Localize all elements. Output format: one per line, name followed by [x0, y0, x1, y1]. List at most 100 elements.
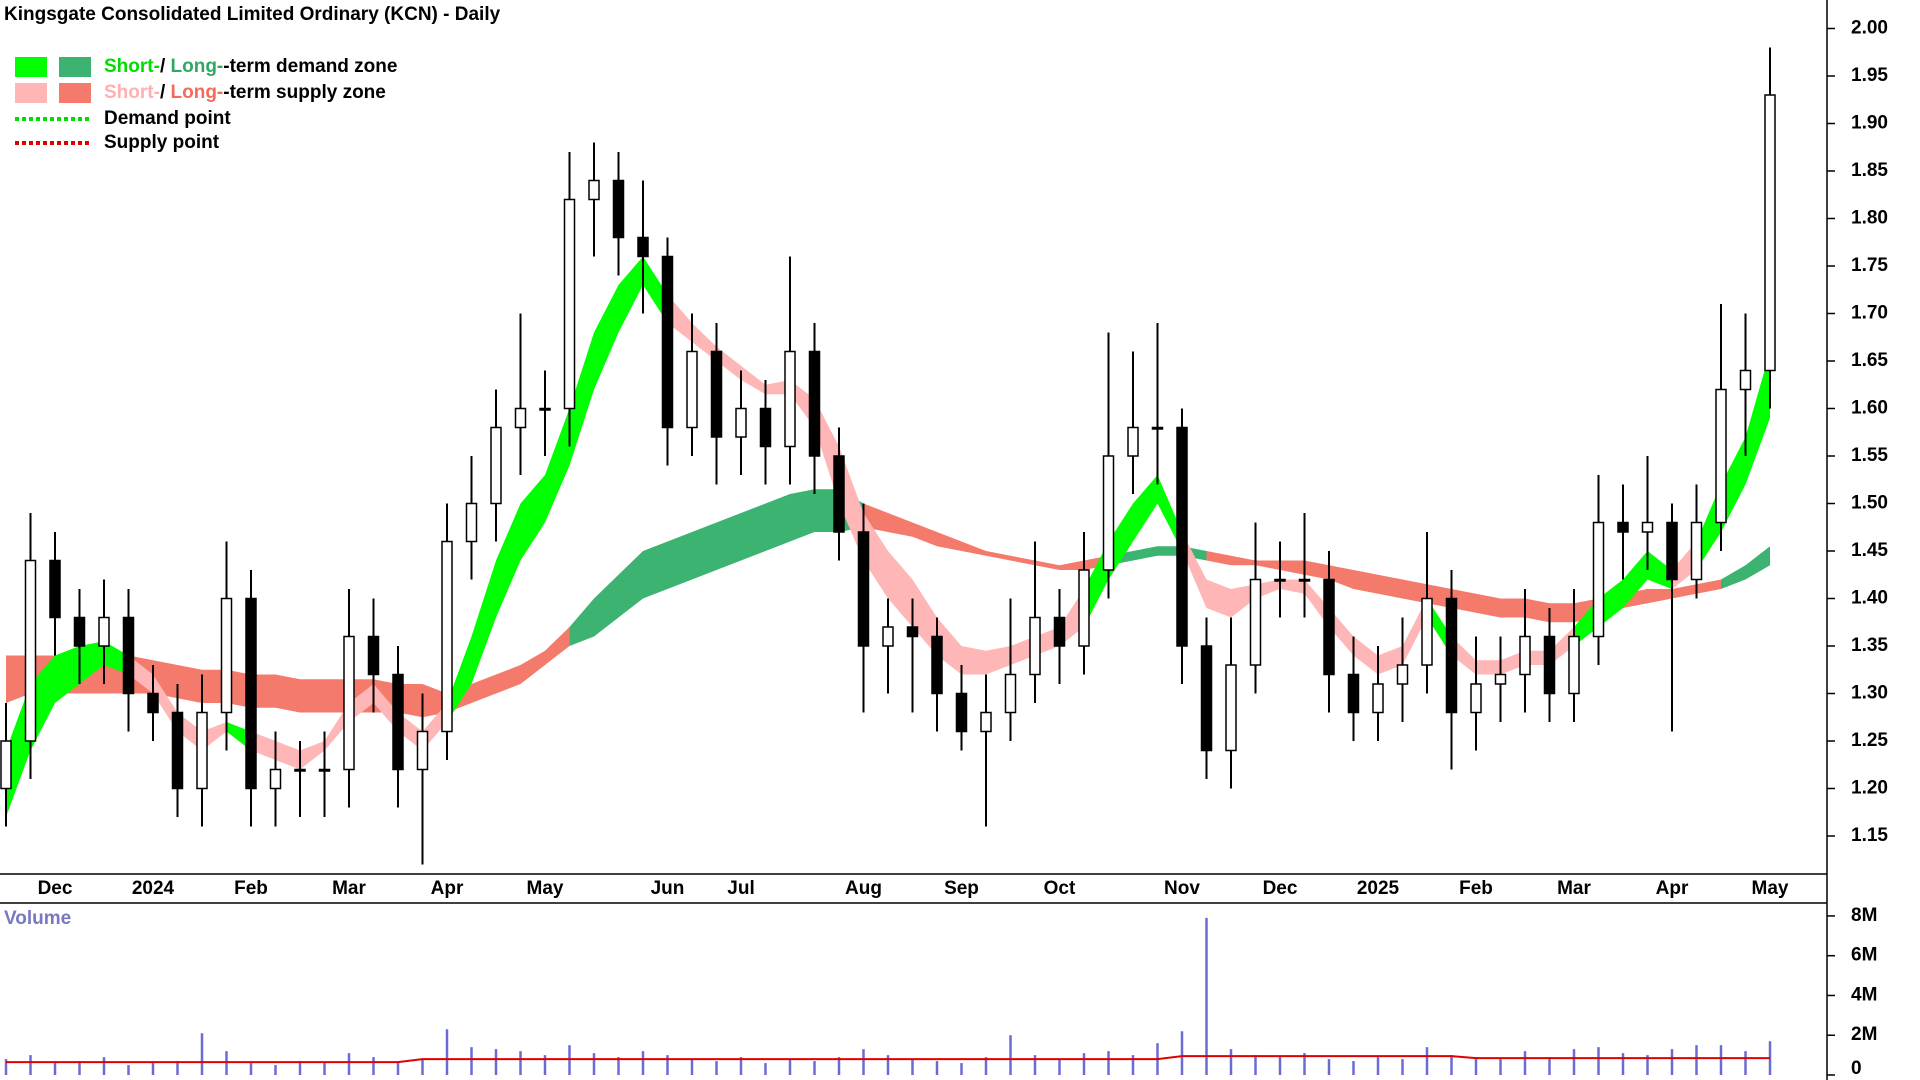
y-tick-label: 1.60	[1851, 398, 1888, 419]
y-tick-label: 1.30	[1851, 683, 1888, 704]
candle-body	[1151, 426, 1164, 430]
legend-swatch	[15, 57, 47, 77]
legend-text-part: /	[160, 56, 171, 77]
y-tick-label: 1.80	[1851, 208, 1888, 229]
candle-body	[563, 198, 576, 410]
y-tick-label: 1.65	[1851, 350, 1888, 371]
candle-body	[73, 616, 86, 647]
volume-title: Volume	[4, 908, 71, 929]
x-tick-label: Apr	[1656, 878, 1689, 899]
x-tick-label: Dec	[38, 878, 73, 899]
candle-body	[1617, 521, 1629, 533]
candle-body	[1592, 521, 1605, 638]
candle-body	[784, 350, 796, 448]
zone	[569, 489, 864, 646]
zone	[1206, 551, 1721, 623]
legend-text-part: Supply point	[104, 132, 220, 153]
volume-average	[6, 1055, 1770, 1064]
candle-body	[1372, 683, 1384, 714]
candle-body	[1029, 616, 1041, 676]
candle-body	[1225, 664, 1237, 752]
candle-body	[1200, 645, 1213, 752]
zone	[1721, 546, 1770, 589]
candle-body	[637, 236, 649, 258]
candle-body	[1298, 578, 1311, 582]
candle-body	[1347, 673, 1360, 714]
candle-body	[318, 768, 331, 772]
candle-body	[661, 255, 674, 429]
candle-body	[122, 616, 135, 695]
legend-text: Short-/ Long--term demand zone	[104, 56, 397, 77]
candle-body	[1176, 426, 1188, 647]
candle-body	[24, 559, 37, 742]
y-tick-label: 1.40	[1851, 588, 1888, 609]
candle-body	[1494, 673, 1507, 685]
legend-text-part: -term supply zone	[223, 82, 386, 103]
x-tick-label: Jul	[727, 878, 754, 899]
candle-body	[1764, 94, 1776, 372]
y-tick-label: 1.15	[1851, 825, 1888, 846]
legend-swatch	[59, 83, 91, 103]
candle-body	[833, 455, 845, 533]
legend-text: Short-/ Long--term supply zone	[104, 82, 386, 103]
candle-body	[392, 673, 404, 771]
candle-body	[539, 407, 551, 411]
candle-body	[735, 407, 747, 438]
y-tick-label: 6M	[1851, 945, 1877, 966]
x-tick-label: Aug	[845, 878, 882, 899]
candle-body	[686, 350, 698, 429]
y-tick-label: 1.70	[1851, 303, 1888, 324]
legend-text-part: Short-	[104, 82, 160, 103]
candle-body	[1445, 597, 1458, 714]
candle-body	[245, 597, 257, 790]
candle-body	[294, 768, 306, 772]
candle-body	[759, 407, 772, 448]
y-tick-label: 1.50	[1851, 493, 1888, 514]
zone	[6, 641, 129, 817]
x-tick-label: May	[1752, 878, 1789, 899]
y-tick-label: 8M	[1851, 905, 1877, 926]
candle-body	[441, 540, 453, 733]
zone	[667, 294, 1084, 675]
candle-body	[343, 635, 355, 771]
y-tick-label: 1.90	[1851, 113, 1888, 134]
legend-text-part: Short-	[104, 56, 160, 77]
candle-body	[367, 635, 380, 676]
x-tick-label: Dec	[1263, 878, 1298, 899]
x-tick-label: May	[527, 878, 564, 899]
candle-body	[220, 597, 233, 714]
candle-body	[1078, 569, 1090, 647]
candle-body	[0, 740, 12, 790]
y-tick-label: 2M	[1851, 1024, 1877, 1045]
candle-body	[1127, 426, 1139, 457]
x-tick-label: Feb	[1459, 878, 1493, 899]
legend-text-part: Long-	[171, 82, 224, 103]
legend-swatch	[59, 57, 91, 77]
candle-body	[612, 179, 625, 239]
zone	[6, 627, 570, 718]
y-tick-label: 1.45	[1851, 540, 1888, 561]
candle-body	[931, 635, 943, 695]
candle-body	[808, 350, 821, 457]
zone	[1451, 627, 1574, 675]
candle-body	[269, 768, 282, 790]
candle-body	[955, 692, 968, 733]
candle-body	[1274, 578, 1286, 582]
zone	[251, 684, 447, 770]
zone	[863, 503, 1109, 570]
candle-body	[710, 350, 723, 438]
y-tick-label: 2.00	[1851, 18, 1888, 39]
candle-body	[1102, 455, 1115, 571]
x-tick-label: Nov	[1164, 878, 1200, 899]
candle-body	[196, 711, 208, 790]
candle-body	[588, 179, 600, 201]
zone	[226, 722, 251, 751]
candle-body	[1641, 521, 1654, 533]
candle-body	[465, 502, 478, 543]
candle-body	[1715, 388, 1727, 524]
candle-body	[1666, 521, 1678, 581]
y-tick-label: 4M	[1851, 984, 1877, 1005]
candle-body	[147, 692, 159, 714]
zone	[1427, 598, 1452, 656]
